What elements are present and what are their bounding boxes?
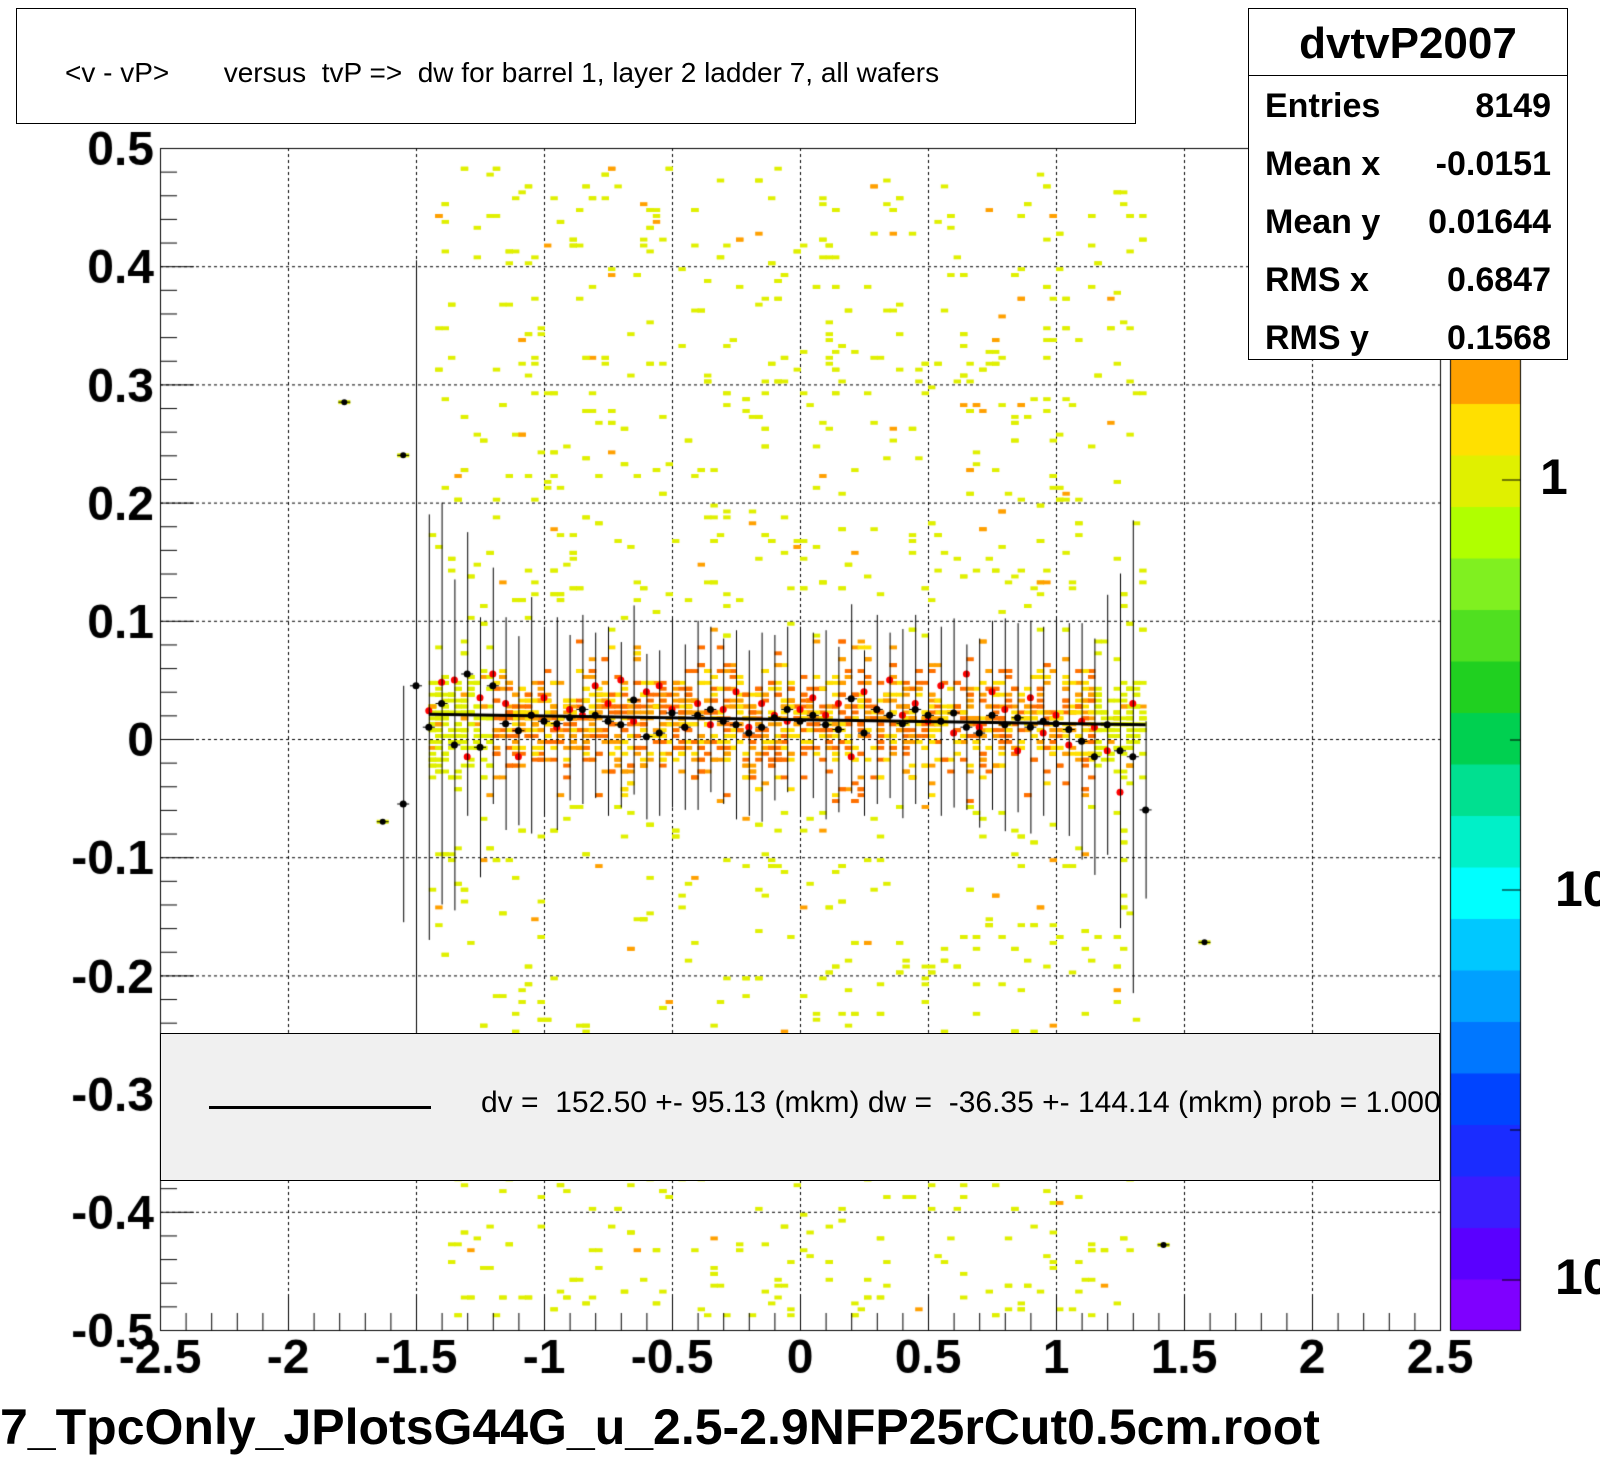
stat-key: Mean x xyxy=(1265,145,1381,183)
stat-value: -0.0151 xyxy=(1435,145,1551,183)
stat-key: RMS y xyxy=(1265,319,1369,357)
fit-legend-line xyxy=(209,1106,431,1109)
stat-row-mean-y: Mean y 0.01644 xyxy=(1265,193,1551,251)
stat-row-rms-x: RMS x 0.6847 xyxy=(1265,251,1551,309)
stat-key: Entries xyxy=(1265,87,1381,125)
colorbar-label-10: 10 xyxy=(1555,861,1600,917)
x-axis-title: 7_TpcOnly_JPlotsG44G_u_2.5-2.9NFP25rCut0… xyxy=(0,1399,1320,1455)
title-box: <v - vP> versus tvP => dw for barrel 1, … xyxy=(16,8,1136,124)
stat-value: 0.6847 xyxy=(1447,261,1551,299)
fit-legend-text: dv = 152.50 +- 95.13 (mkm) dw = -36.35 +… xyxy=(481,1086,1441,1119)
stat-row-entries: Entries 8149 xyxy=(1265,77,1551,135)
plot-title: <v - vP> versus tvP => dw for barrel 1, … xyxy=(65,57,940,88)
colorbar-label-1: 1 xyxy=(1540,449,1568,505)
stat-row-rms-y: RMS y 0.1568 xyxy=(1265,309,1551,367)
stat-key: Mean y xyxy=(1265,203,1381,241)
fit-legend: dv = 152.50 +- 95.13 (mkm) dw = -36.35 +… xyxy=(160,1033,1441,1181)
stat-value: 0.1568 xyxy=(1447,319,1551,357)
stats-box: dvtvP2007 Entries 8149 Mean x -0.0151 Me… xyxy=(1248,8,1568,360)
stat-key: RMS x xyxy=(1265,261,1369,299)
colorbar-label-100: 10 xyxy=(1555,1249,1600,1305)
stat-value: 8149 xyxy=(1475,87,1551,125)
stat-row-mean-x: Mean x -0.0151 xyxy=(1265,135,1551,193)
stats-name: dvtvP2007 xyxy=(1299,19,1517,68)
stats-divider xyxy=(1249,75,1567,76)
stat-value: 0.01644 xyxy=(1428,203,1551,241)
